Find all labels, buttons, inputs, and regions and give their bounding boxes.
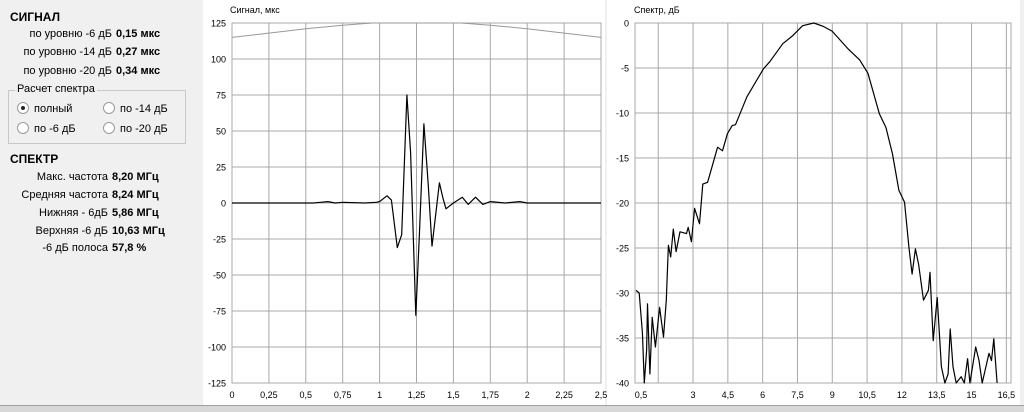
y-tick-label: -50 — [213, 271, 226, 281]
signal-row-label: по уровню -20 дБ — [23, 65, 112, 77]
x-tick-label: 0,5 — [300, 390, 313, 400]
signal-chart: Сигнал, мкс 125 100 75 50 25 0 -25 -50 -75 -100 -12… — [208, 5, 607, 400]
spectrum-row-label: -6 дБ полоса — [42, 242, 108, 254]
x-tick-label: 3 — [691, 390, 696, 400]
y-tick-label: 0 — [221, 199, 226, 209]
x-tick-label: 16,5 — [998, 390, 1016, 400]
spectrum-row-value: 57,8 % — [112, 242, 147, 254]
spectrum-chart: Спектр, дБ 0 -5 -10 -15 -20 -25 -30 -35 -40 0,5 3 4,… — [616, 5, 1015, 400]
spectrum-row: Средняя частота 8,24 МГц — [0, 187, 200, 203]
spectrum-row: Верхняя -6 дБ 10,63 МГц — [0, 223, 200, 239]
x-tick-label: 7,5 — [791, 390, 804, 400]
series-line — [231, 22, 602, 38]
spectrum-row-label: Нижняя - 6дБ — [39, 207, 108, 219]
x-tick-label: 0,5 — [635, 390, 648, 400]
spectrum-row: Макс. частота 8,20 МГц — [0, 169, 200, 185]
y-tick-label: -20 — [616, 199, 629, 209]
plot-frame — [634, 22, 1012, 384]
radio-label: по -14 дБ — [120, 103, 168, 115]
signal-row-value: 0,34 мкс — [116, 65, 161, 77]
y-tick-label: -30 — [616, 289, 629, 299]
x-tick-label: 0 — [229, 390, 234, 400]
y-tick-label: -100 — [208, 343, 226, 353]
radio-selected-icon[interactable] — [17, 102, 29, 114]
y-tick-label: -25 — [213, 235, 226, 245]
spectrum-calc-group: Расчет спектра полный по -14 дБ по -6 дБ… — [8, 83, 186, 144]
y-tick-label: 25 — [216, 163, 226, 173]
signal-row-value: 0,15 мкс — [116, 28, 161, 40]
chart-title: Спектр, дБ — [634, 5, 680, 15]
signal-row: по уровню -20 дБ 0,34 мкс — [0, 63, 200, 79]
y-tick-label: -125 — [208, 379, 226, 389]
radio-empty-icon[interactable] — [103, 102, 115, 114]
radio-empty-icon[interactable] — [103, 122, 115, 134]
x-tick-label: 1,75 — [482, 390, 500, 400]
radio-full[interactable]: полный — [17, 102, 72, 116]
y-tick-label: -15 — [616, 154, 629, 164]
spectrum-row-value: 8,24 МГц — [112, 189, 159, 201]
radio-minus20[interactable]: по -20 дБ — [103, 122, 168, 136]
signal-row: по уровню -14 дБ 0,27 мкс — [0, 44, 200, 60]
y-tick-label: -25 — [616, 244, 629, 254]
x-tick-label: 2,5 — [595, 390, 608, 400]
y-tick-label: -75 — [213, 307, 226, 317]
x-tick-label: 2,25 — [555, 390, 573, 400]
x-tick-label: 13,5 — [928, 390, 946, 400]
radio-label: полный — [34, 103, 73, 115]
spectrum-row-value: 8,20 МГц — [112, 171, 159, 183]
x-tick-label: 1,25 — [408, 390, 426, 400]
series-line — [635, 22, 998, 384]
spectrum-calc-legend: Расчет спектра — [15, 83, 97, 95]
radio-empty-icon[interactable] — [17, 122, 29, 134]
x-tick-label: 9 — [830, 390, 835, 400]
y-tick-label: -35 — [616, 334, 629, 344]
y-tick-label: -5 — [621, 64, 629, 74]
spectrum-row-label: Средняя частота — [21, 189, 108, 201]
spectrum-row-value: 10,63 МГц — [112, 225, 165, 237]
spectrum-row-value: 5,86 МГц — [112, 207, 159, 219]
signal-row-label: по уровню -14 дБ — [23, 46, 112, 58]
spectrum-row-label: Макс. частота — [36, 171, 108, 183]
status-bar — [0, 405, 1024, 412]
x-tick-label: 6 — [760, 390, 765, 400]
x-tick-label: 1 — [377, 390, 382, 400]
x-tick-label: 4,5 — [722, 390, 735, 400]
radio-label: по -6 дБ — [34, 123, 76, 135]
y-tick-label: 75 — [216, 91, 226, 101]
y-tick-label: 100 — [211, 55, 226, 65]
x-tick-label: 1,5 — [447, 390, 460, 400]
y-tick-label: 0 — [624, 19, 629, 29]
spectrum-heading: СПЕКТР — [10, 152, 59, 166]
x-tick-label: 15 — [967, 390, 977, 400]
spectrum-row-label: Верхняя -6 дБ — [35, 225, 108, 237]
y-tick-label: 50 — [216, 127, 226, 137]
x-tick-label: 0,25 — [260, 390, 278, 400]
radio-minus6[interactable]: по -6 дБ — [17, 122, 76, 136]
signal-row-value: 0,27 мкс — [116, 46, 161, 58]
x-tick-label: 10,5 — [858, 390, 876, 400]
chart-title: Сигнал, мкс — [230, 5, 280, 15]
x-tick-label: 0,75 — [334, 390, 352, 400]
y-tick-label: -10 — [616, 109, 629, 119]
series-line — [232, 94, 601, 316]
y-tick-label: 125 — [211, 19, 226, 29]
y-tick-label: -40 — [616, 379, 629, 389]
spectrum-row: Нижняя - 6дБ 5,86 МГц — [0, 205, 200, 221]
x-tick-label: 2 — [525, 390, 530, 400]
signal-heading: СИГНАЛ — [10, 10, 60, 24]
spectrum-row: -6 дБ полоса 57,8 % — [0, 240, 200, 256]
signal-row: по уровню -6 дБ 0,15 мкс — [0, 26, 200, 42]
signal-row-label: по уровню -6 дБ — [29, 28, 112, 40]
radio-minus14[interactable]: по -14 дБ — [103, 102, 168, 116]
x-tick-label: 12 — [897, 390, 907, 400]
radio-label: по -20 дБ — [120, 123, 168, 135]
